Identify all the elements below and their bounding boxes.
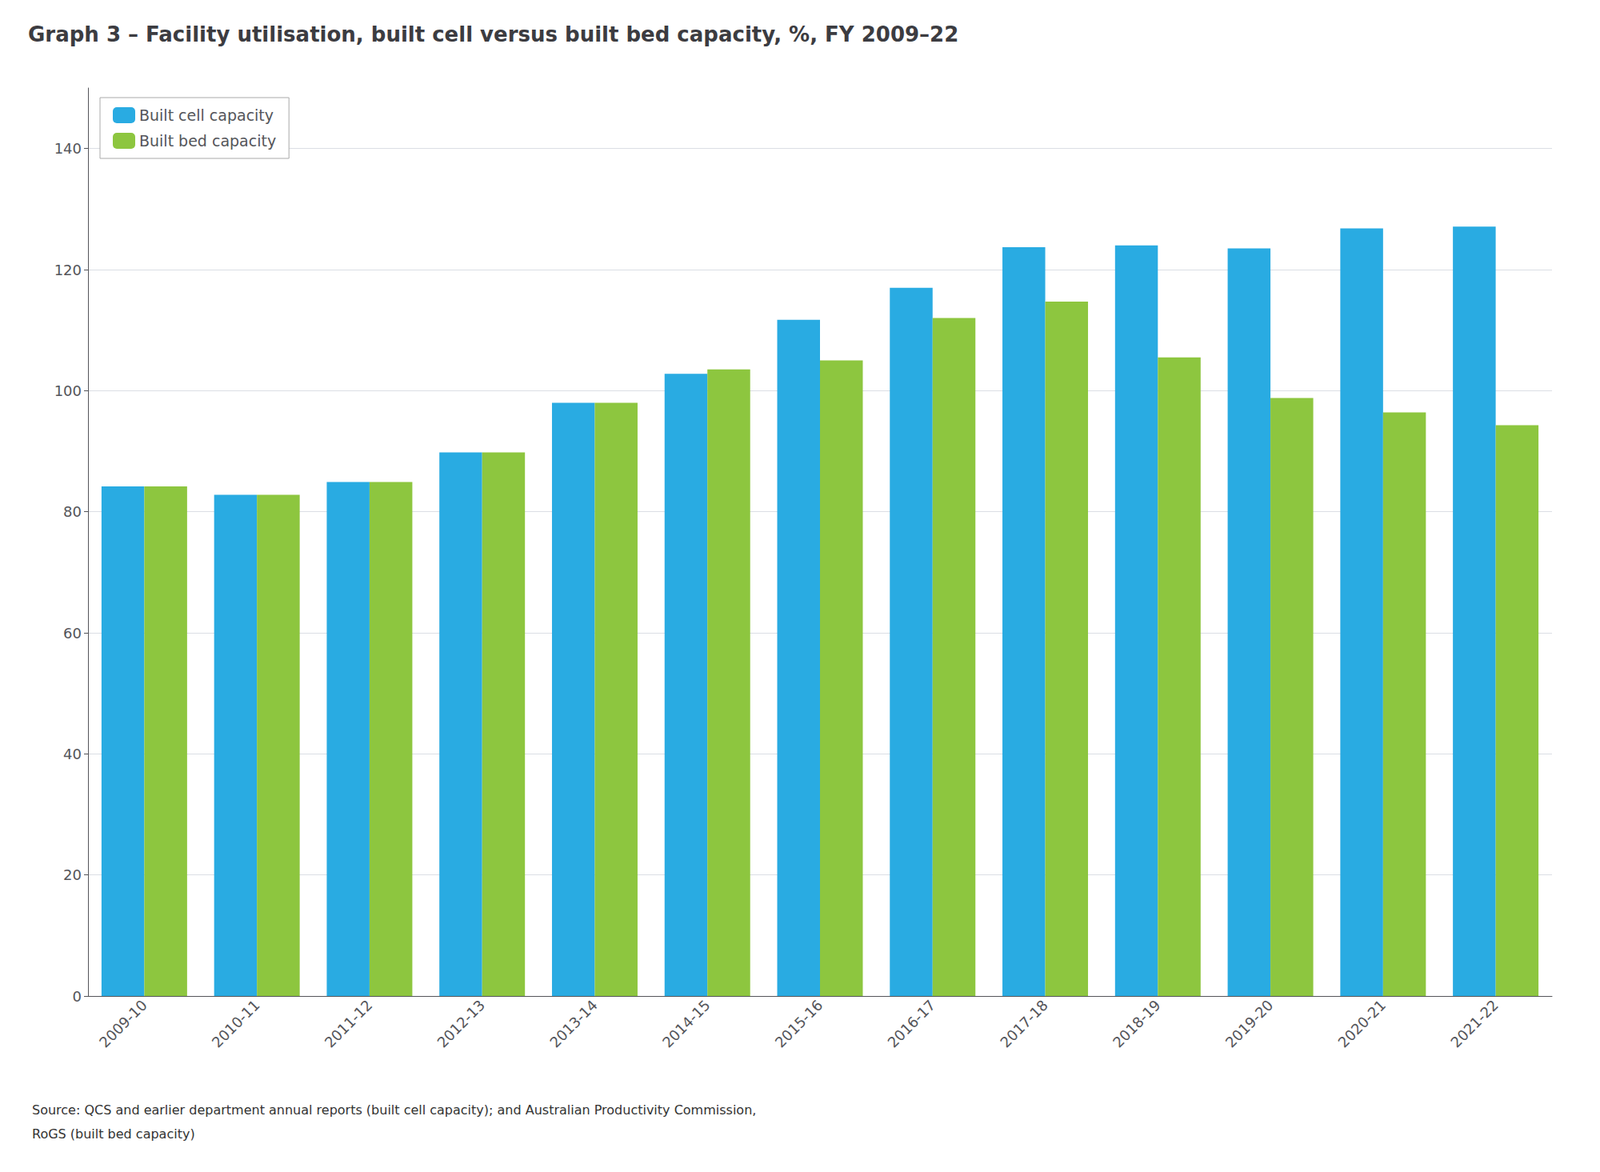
svg-text:20: 20 [63,866,82,884]
svg-text:2010-11: 2010-11 [208,996,264,1052]
svg-text:Graph 3 – Facility utilisation: Graph 3 – Facility utilisation, built ce… [28,22,959,47]
svg-text:2017-18: 2017-18 [996,996,1052,1052]
svg-text:140: 140 [54,140,82,157]
svg-text:2016-17: 2016-17 [884,996,939,1052]
svg-text:2019-20: 2019-20 [1222,996,1277,1052]
svg-text:2013-14: 2013-14 [546,996,601,1052]
svg-text:80: 80 [63,503,82,520]
svg-text:2009-10: 2009-10 [96,996,151,1052]
svg-text:2012-13: 2012-13 [433,996,488,1052]
svg-text:Built bed capacity: Built bed capacity [139,132,276,150]
svg-text:100: 100 [54,382,82,400]
svg-text:0: 0 [72,988,82,1005]
svg-text:40: 40 [63,745,82,763]
svg-text:2020-21: 2020-21 [1334,996,1389,1052]
svg-text:2011-12: 2011-12 [320,996,376,1052]
svg-text:Source: QCS and earlier depart: Source: QCS and earlier department annua… [32,1102,756,1118]
svg-text:RoGS (built bed capacity): RoGS (built bed capacity) [32,1126,196,1142]
svg-text:2018-19: 2018-19 [1109,996,1164,1052]
svg-text:2015-16: 2015-16 [771,996,826,1052]
svg-text:Built cell capacity: Built cell capacity [139,106,274,124]
svg-text:120: 120 [54,261,82,279]
svg-text:2021-22: 2021-22 [1447,996,1502,1052]
svg-text:2014-15: 2014-15 [659,996,714,1052]
svg-text:60: 60 [63,624,82,642]
